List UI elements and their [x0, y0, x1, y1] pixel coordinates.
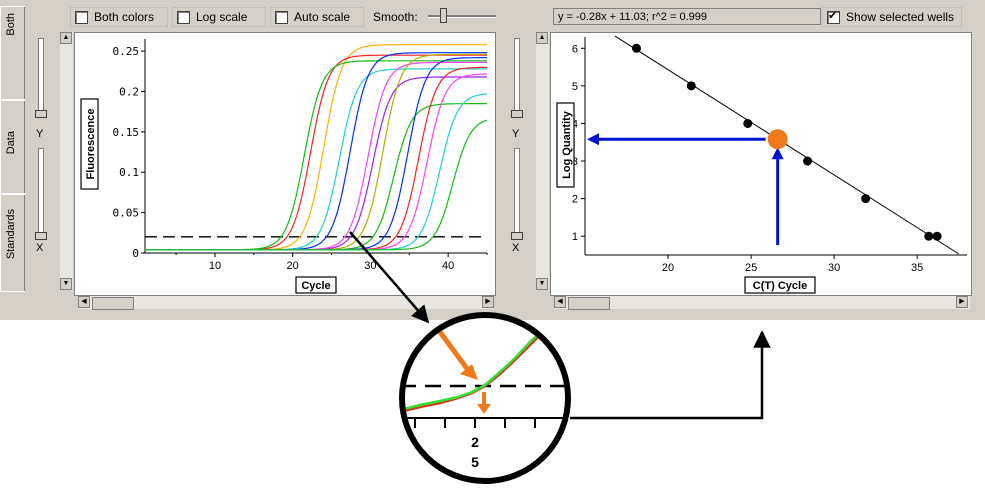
log-scale-checkbox[interactable]: Log scale	[172, 7, 266, 27]
y-axis-label-box	[80, 98, 99, 190]
y-tick-label: 0	[132, 247, 139, 260]
ct-pointer-arrowhead	[771, 147, 784, 160]
magnifier-lens-rim	[399, 312, 571, 484]
right-horizontal-scrollbar[interactable]	[554, 296, 970, 309]
smooth-slider[interactable]	[428, 8, 496, 24]
amplification-chart: 10 20 30 40 0 0.05 0.1 0.15 0.2 0.25 Cycle Fluore…	[80, 39, 488, 294]
right-scroll-thumb[interactable]	[568, 297, 610, 310]
application-window: Both Data Standards Both colors Log scal…	[0, 0, 985, 320]
x-slider-label-right: X	[512, 242, 520, 254]
y-zoom-thumb-left[interactable]	[35, 110, 47, 118]
quantity-readout-arrowhead	[587, 133, 599, 146]
y-tick-label: 0.05	[113, 207, 140, 220]
log-quantity-tick-label: 1	[572, 231, 578, 243]
inset-to-chart-connector	[570, 330, 771, 420]
inset-crossing-arrow	[437, 330, 471, 372]
inset-label-2: 2	[471, 434, 479, 450]
inset-crossing-arrowhead	[460, 364, 478, 380]
unknown-sample-point	[767, 129, 788, 150]
standard-point	[861, 194, 871, 204]
zoom-pointer-line	[349, 231, 430, 324]
inset-down-arrowhead	[477, 404, 491, 414]
log-quantity-tick-label: 3	[572, 156, 578, 168]
y-slider-label-right: Y	[512, 128, 520, 140]
x-tick-label: 20	[287, 260, 299, 272]
left-scroll-up-button[interactable]: ▲	[60, 32, 72, 44]
log-quantity-tick-label: 5	[572, 81, 578, 93]
inset-green-curve	[402, 327, 546, 412]
show-selected-wells-checkbox[interactable]: Show selected wells	[822, 7, 962, 27]
regression-line	[614, 35, 959, 255]
auto-scale-label: Auto scale	[294, 10, 351, 24]
log-scale-box[interactable]	[177, 10, 190, 24]
y-tick-label: 0.15	[113, 126, 140, 139]
x-tick-label: 10	[209, 260, 221, 272]
x-zoom-thumb-right[interactable]	[511, 232, 523, 240]
log-quantity-tick-label: 2	[572, 194, 578, 206]
log-quantity-label: Log Quantity	[561, 110, 573, 179]
standard-curve-plot: 20 25 30 35 1 2 3 4 5 6 C(T) Cycle Log Quantity	[550, 32, 972, 296]
standard-point	[743, 118, 753, 128]
smooth-slider-thumb[interactable]	[440, 8, 448, 23]
log-quantity-tick-label: 6	[572, 43, 578, 55]
both-colors-checkbox[interactable]: Both colors	[70, 7, 168, 27]
left-scroll-right-button[interactable]: ▶	[482, 296, 494, 308]
standard-point	[686, 81, 696, 91]
auto-scale-checkbox[interactable]: Auto scale	[270, 7, 364, 27]
y-tick-label: 0.25	[113, 45, 140, 58]
left-scroll-thumb[interactable]	[92, 297, 134, 310]
both-colors-label: Both colors	[94, 10, 155, 24]
ct-axis-label-box	[744, 276, 816, 294]
ct-tick-label: 30	[828, 262, 840, 274]
ct-tick-label: 25	[745, 262, 757, 274]
y-tick-label: 0.1	[119, 166, 139, 179]
right-scroll-down-button[interactable]: ▼	[536, 278, 548, 290]
standard-point	[803, 156, 813, 166]
y-axis-label: Fluorescence	[85, 109, 97, 180]
left-scroll-down-button[interactable]: ▼	[60, 278, 72, 290]
x-axis-label-box	[295, 276, 337, 294]
both-colors-box[interactable]	[75, 10, 88, 24]
ct-tick-label: 35	[911, 262, 923, 274]
right-scroll-left-button[interactable]: ◀	[554, 296, 566, 308]
auto-scale-box[interactable]	[275, 10, 288, 24]
tab-standards[interactable]: Standards	[0, 194, 25, 292]
right-vertical-scrollbar[interactable]	[536, 32, 549, 290]
standard-point	[924, 231, 934, 241]
amplification-plot: 10 20 30 40 0 0.05 0.1 0.15 0.2 0.25 Cycle Fluore…	[74, 32, 496, 296]
y-zoom-thumb-right[interactable]	[511, 110, 523, 118]
right-scroll-up-button[interactable]: ▲	[536, 32, 548, 44]
right-scroll-right-button[interactable]: ▶	[956, 296, 968, 308]
ct-axis-label: C(T) Cycle	[753, 280, 807, 292]
show-selected-wells-label: Show selected wells	[846, 10, 955, 24]
standard-point	[631, 43, 641, 53]
show-selected-wells-box[interactable]	[827, 9, 840, 24]
amplification-curve-14	[145, 119, 488, 251]
x-zoom-thumb-left[interactable]	[35, 232, 47, 240]
regression-equation-text: y = -0.28x + 11.03; r^2 = 0.999	[558, 10, 707, 23]
left-horizontal-scrollbar[interactable]	[78, 296, 494, 309]
y-tick-label: 0.2	[119, 85, 139, 98]
log-scale-label: Log scale	[196, 10, 248, 24]
tab-both[interactable]: Both	[0, 6, 25, 100]
left-vertical-scrollbar[interactable]	[60, 32, 73, 290]
x-tick-label: 40	[442, 260, 454, 272]
smooth-slider-track	[428, 15, 496, 18]
smooth-label: Smooth:	[373, 10, 418, 24]
tab-data[interactable]: Data	[0, 100, 25, 194]
left-scroll-left-button[interactable]: ◀	[78, 296, 90, 308]
regression-equation: y = -0.28x + 11.03; r^2 = 0.999	[553, 8, 821, 25]
x-slider-label-left: X	[36, 242, 44, 254]
standard-curve-chart: 20 25 30 35 1 2 3 4 5 6 C(T) Cycle Log Quantity	[556, 35, 967, 294]
log-quantity-tick-label: 4	[572, 118, 578, 130]
log-quantity-label-box	[556, 102, 575, 188]
x-axis-label: Cycle	[301, 280, 330, 292]
ct-tick-label: 20	[662, 262, 674, 274]
inset-label-5: 5	[471, 454, 479, 470]
y-slider-label-left: Y	[36, 128, 44, 140]
standard-point	[932, 231, 942, 241]
x-tick-label: 30	[364, 260, 376, 272]
